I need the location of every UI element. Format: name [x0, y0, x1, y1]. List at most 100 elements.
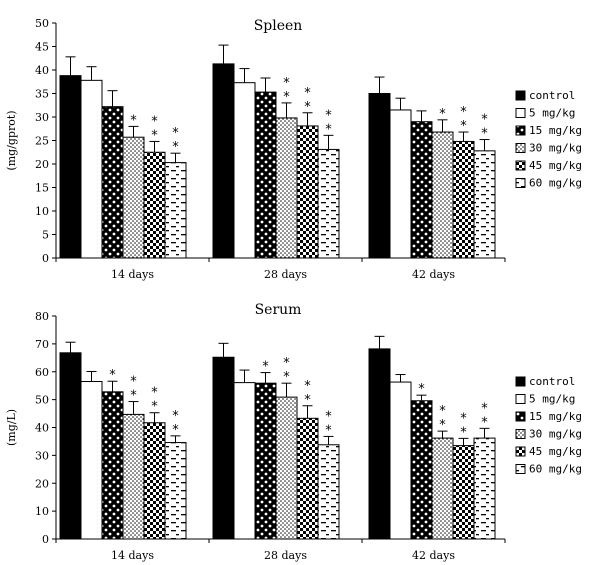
bar [389, 109, 412, 259]
legend-swatch [515, 429, 526, 439]
bar [452, 140, 475, 259]
bar [317, 148, 340, 259]
bar [368, 348, 391, 540]
bar [452, 445, 475, 540]
legend-label: control [529, 89, 575, 102]
significance-star: * [460, 411, 467, 426]
significance-star: * [325, 409, 332, 424]
bar [164, 162, 187, 259]
legend-label: 30 mg/kg [529, 428, 582, 441]
legend-label: 5 mg/kg [529, 107, 575, 120]
significance-star: * [151, 386, 158, 401]
legend-label: 45 mg/kg [529, 445, 582, 458]
significance-star: * [172, 409, 179, 424]
y-tick-label: 80 [35, 310, 49, 323]
significance-star: * [304, 86, 311, 101]
significance-star: * [304, 100, 311, 115]
bar [254, 91, 277, 259]
legend-swatch [515, 394, 526, 404]
bar [122, 413, 145, 540]
legend-swatch [515, 411, 526, 422]
significance-star: * [481, 127, 488, 142]
significance-star: * [283, 356, 290, 371]
significance-star: * [325, 108, 332, 123]
bar [80, 381, 103, 540]
significance-star: * [262, 360, 269, 375]
bar [431, 131, 454, 259]
significance-star: * [418, 382, 425, 397]
significance-star: * [151, 400, 158, 415]
legend-swatch [515, 376, 526, 387]
y-tick-label: 35 [35, 88, 49, 101]
chart-title: Serum [255, 302, 302, 318]
significance-star: * [172, 423, 179, 438]
y-tick-label: 40 [35, 64, 49, 77]
y-tick-label: 10 [35, 505, 49, 518]
bar [473, 437, 496, 540]
significance-star: * [283, 90, 290, 105]
significance-star: * [151, 114, 158, 129]
bar [59, 75, 82, 259]
legend-label: 45 mg/kg [529, 159, 582, 172]
y-tick-label: 5 [42, 229, 49, 242]
y-tick-label: 50 [35, 394, 49, 407]
x-tick-label: 14 days [111, 549, 154, 562]
legend-label: 15 mg/kg [529, 124, 582, 137]
serum-panel: Serum (mg/L) 0 10 20 30 40 50 60 70 80 14 days 28 da… [5, 302, 582, 562]
bar [368, 93, 391, 259]
y-tick-label: 20 [35, 477, 49, 490]
significance-star: * [481, 415, 488, 430]
y-tick-label: 10 [35, 205, 49, 218]
bar [212, 63, 235, 259]
legend-swatch [515, 160, 526, 171]
significance-star: * [283, 370, 290, 385]
x-tick-label: 14 days [111, 268, 154, 281]
legend-swatch [515, 464, 526, 474]
y-tick-label: 50 [35, 17, 49, 30]
bar [101, 106, 124, 259]
legend-label: 60 mg/kg [529, 463, 582, 476]
bar [410, 400, 433, 540]
bar [164, 442, 187, 540]
bar [143, 422, 166, 540]
significance-star: * [460, 119, 467, 134]
y-tick-label: 20 [35, 158, 49, 171]
bar [410, 121, 433, 259]
legend-label: 30 mg/kg [529, 142, 582, 155]
bar [233, 382, 256, 540]
significance-star: * [109, 368, 116, 383]
bar [122, 136, 145, 259]
y-tick-label: 60 [35, 366, 49, 379]
legend-label: control [529, 375, 575, 388]
legend-swatch [515, 143, 526, 153]
legend-swatch [515, 446, 526, 457]
significance-star: * [439, 107, 446, 122]
significance-star: * [130, 389, 137, 404]
y-tick-label: 40 [35, 422, 49, 435]
significance-star: * [325, 423, 332, 438]
x-tick-label: 28 days [264, 549, 307, 562]
x-tick-label: 42 days [412, 268, 455, 281]
bar [275, 396, 298, 540]
y-tick-label: 15 [35, 182, 49, 195]
chart-title: Spleen [254, 18, 303, 34]
significance-star: * [460, 425, 467, 440]
bar [143, 151, 166, 259]
bar [254, 382, 277, 540]
legend-swatch [515, 125, 526, 136]
significance-star: * [481, 401, 488, 416]
significance-star: * [130, 113, 137, 128]
significance-star: * [172, 140, 179, 155]
y-tick-label: 0 [42, 252, 49, 265]
x-tick-label: 28 days [264, 268, 307, 281]
legend-label: 60 mg/kg [529, 177, 582, 190]
legend-swatch [515, 108, 526, 118]
significance-star: * [304, 393, 311, 408]
significance-star: * [481, 113, 488, 128]
bar [275, 117, 298, 259]
y-tick-label: 45 [35, 41, 49, 54]
bar [233, 82, 256, 259]
significance-star: * [304, 379, 311, 394]
y-tick-label: 30 [35, 449, 49, 462]
